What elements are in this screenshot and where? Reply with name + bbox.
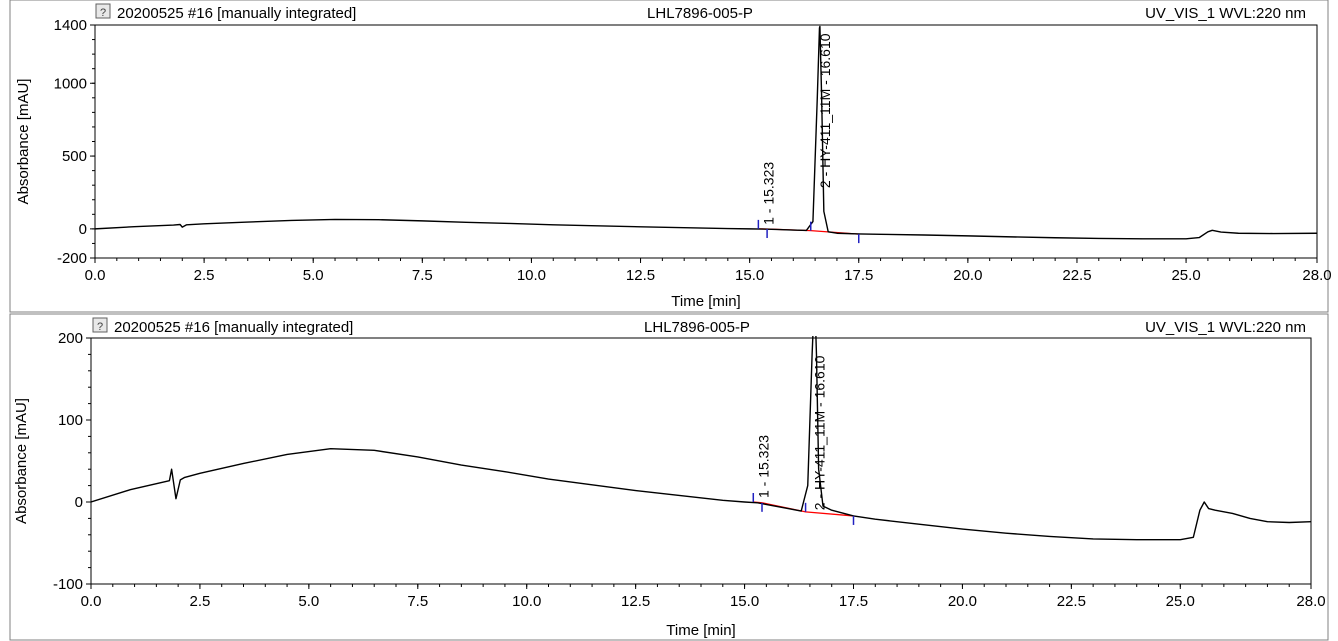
peak-label: 1 - 15.323 (761, 162, 777, 225)
x-tick-label: 5.0 (303, 267, 324, 284)
chromatogram-trace (91, 336, 1311, 541)
report-icon (95, 3, 111, 19)
y-tick-label: -100 (53, 576, 83, 593)
x-tick-label: 10.0 (512, 593, 541, 610)
x-tick-label: 28.0 (1302, 267, 1331, 284)
x-tick-label: 22.5 (1057, 593, 1086, 610)
chromatogram-panel-bottom: ? 20200525 #16 [manually integrated] LHL… (9, 313, 1329, 641)
x-tick-label: 7.5 (407, 593, 428, 610)
x-tick-label: 20.0 (953, 267, 982, 284)
y-axis-label: Absorbance [mAU] (15, 79, 32, 205)
x-tick-label: 10.0 (517, 267, 546, 284)
x-axis-label: Time [min] (666, 622, 735, 639)
report-icon (92, 317, 108, 333)
y-tick-label: 1400 (54, 17, 87, 34)
peak-label: 2 - HY-411_11M - 16.610 (812, 355, 828, 510)
y-tick-label: 0 (75, 494, 83, 511)
x-tick-label: 25.0 (1166, 593, 1195, 610)
channel-label: UV_VIS_1 WVL:220 nm (1145, 5, 1306, 22)
sample-name: LHL7896-005-P (644, 319, 750, 336)
x-tick-label: 15.0 (730, 593, 759, 610)
chromatogram-panel-top: ? 20200525 #16 [manually integrated] LHL… (9, 0, 1332, 313)
peak-label: 2 - HY-411_11M - 16.610 (817, 33, 833, 188)
report-icon-glyph: ? (100, 7, 106, 19)
chromatogram-trace (95, 25, 1317, 240)
y-tick-label: 500 (62, 148, 87, 165)
x-tick-label: 28.0 (1296, 593, 1325, 610)
x-tick-label: 2.5 (189, 593, 210, 610)
x-tick-label: 20.0 (948, 593, 977, 610)
sample-label: 20200525 #16 [manually integrated] (114, 319, 353, 336)
x-tick-label: 22.5 (1062, 267, 1091, 284)
x-tick-label: 17.5 (844, 267, 873, 284)
x-tick-label: 12.5 (621, 593, 650, 610)
x-tick-label: 12.5 (626, 267, 655, 284)
x-tick-label: 2.5 (194, 267, 215, 284)
plot-frame (90, 337, 1312, 585)
panel-frame (9, 0, 1329, 313)
x-tick-label: 0.0 (81, 593, 102, 610)
x-tick-label: 25.0 (1171, 267, 1200, 284)
sample-name: LHL7896-005-P (647, 5, 753, 22)
y-tick-label: -200 (57, 250, 87, 267)
x-tick-label: 5.0 (298, 593, 319, 610)
plot-area: -200 0 500 1000 1400 0.0 2.5 5.0 7.5 10.0 12.5 15.0… (15, 17, 1332, 310)
x-tick-label: 0.0 (85, 267, 106, 284)
channel-label: UV_VIS_1 WVL:220 nm (1145, 319, 1306, 336)
peak-label: 1 - 15.323 (756, 435, 772, 498)
y-tick-label: 100 (58, 412, 83, 429)
plot-frame (94, 24, 1318, 259)
y-tick-label: 0 (79, 221, 87, 238)
sample-label: 20200525 #16 [manually integrated] (117, 5, 356, 22)
x-axis-label: Time [min] (671, 293, 740, 310)
y-axis-label: Absorbance [mAU] (13, 398, 30, 524)
report-icon-glyph: ? (97, 321, 103, 333)
x-tick-label: 17.5 (839, 593, 868, 610)
y-tick-label: 200 (58, 330, 83, 347)
x-tick-label: 7.5 (412, 267, 433, 284)
x-tick-label: 15.0 (735, 267, 764, 284)
panel-frame (9, 313, 1329, 641)
y-tick-label: 1000 (54, 75, 87, 92)
plot-area: -100 0 100 200 0.0 2.5 5.0 7.5 10.0 12.5 15.0 17.5 2… (13, 330, 1326, 639)
